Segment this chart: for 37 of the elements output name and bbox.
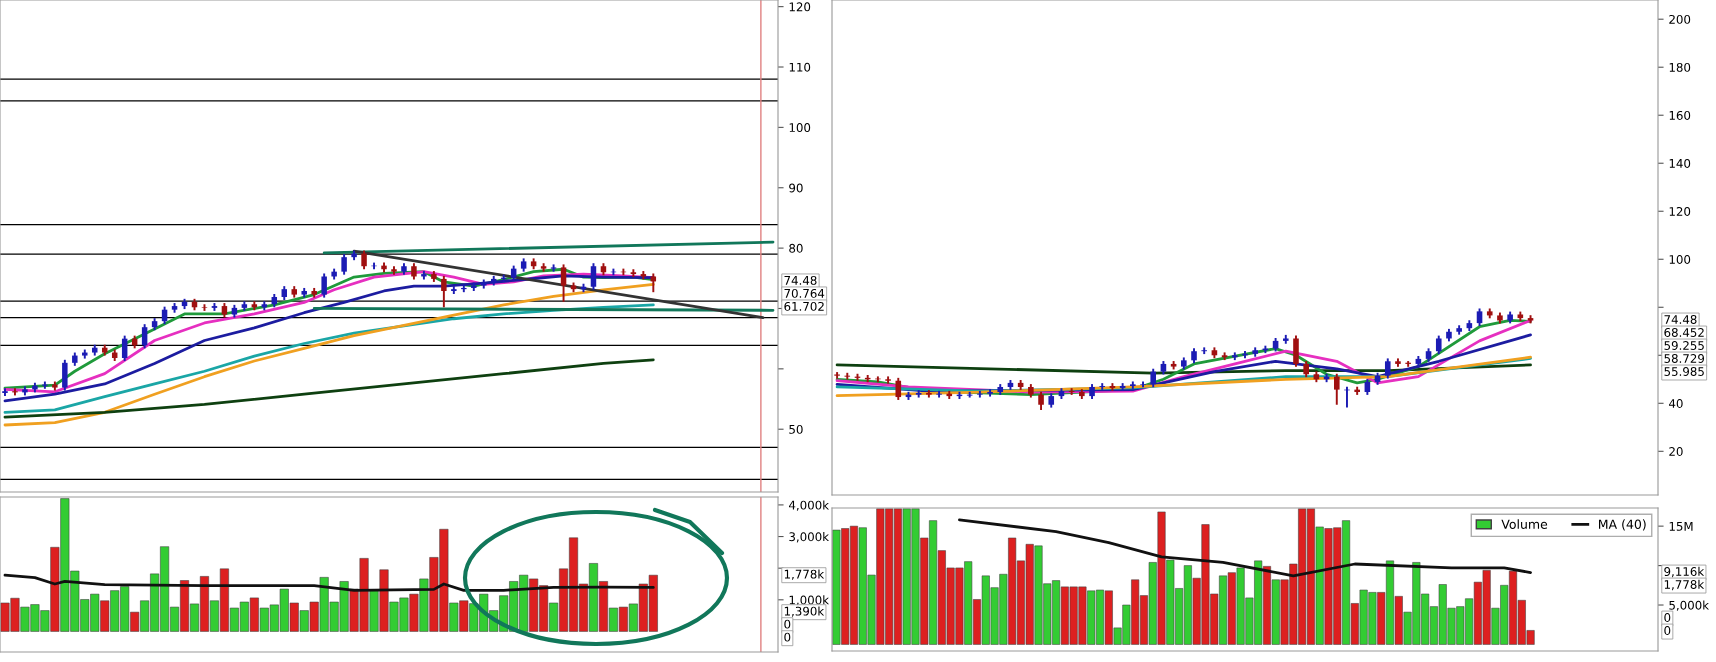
text: 0 xyxy=(784,619,791,629)
y-tick-label: 100 xyxy=(1669,254,1691,264)
y-tick-label: 20 xyxy=(1669,447,1683,456)
y-tick-label: 120 xyxy=(789,2,811,12)
text: 59.255 xyxy=(1664,341,1704,350)
y-tick-label: 80 xyxy=(789,243,803,253)
y-tick-label: 15M xyxy=(1669,522,1693,531)
text: 1,778k xyxy=(784,569,825,580)
y-tick-label: 180 xyxy=(1669,62,1691,72)
y-tick-label: 120 xyxy=(1669,206,1691,216)
y-tick-label: 90 xyxy=(789,183,803,193)
y-tick-label: 200 xyxy=(1669,14,1691,24)
y-tick-label: 50 xyxy=(789,424,803,434)
text: 74.48 xyxy=(784,275,817,285)
y-tick-label: 40 xyxy=(1668,399,1683,408)
text: 58.729 xyxy=(1664,354,1705,363)
y-tick-label: 140 xyxy=(1669,158,1691,168)
y-tick-label: 100 xyxy=(789,123,811,133)
text: 55.985 xyxy=(1664,367,1704,376)
y-tick-label: 4,000k xyxy=(788,500,830,511)
text: 68.452 xyxy=(1664,328,1704,337)
y-tick-label: 3,000k xyxy=(789,532,830,543)
y-tick-label: 160 xyxy=(1669,110,1691,120)
legend-label: Volume xyxy=(1501,519,1548,529)
y-tick-label: 1,000k xyxy=(789,595,830,606)
text: 61.702 xyxy=(784,301,824,311)
text: 1,778k xyxy=(1664,579,1705,591)
text: 74.48 xyxy=(1664,315,1697,324)
legend-label: MA (40) xyxy=(1599,519,1646,531)
text: 70.764 xyxy=(784,288,825,298)
y-tick-label: 5,000k xyxy=(1669,600,1710,611)
y-tick-label: 110 xyxy=(789,62,811,72)
text: 9,116k xyxy=(1664,566,1705,578)
text: 0 xyxy=(1664,613,1671,622)
text: 0 xyxy=(784,632,791,642)
text: 1,390k xyxy=(784,606,825,617)
text: 0 xyxy=(1664,626,1671,635)
